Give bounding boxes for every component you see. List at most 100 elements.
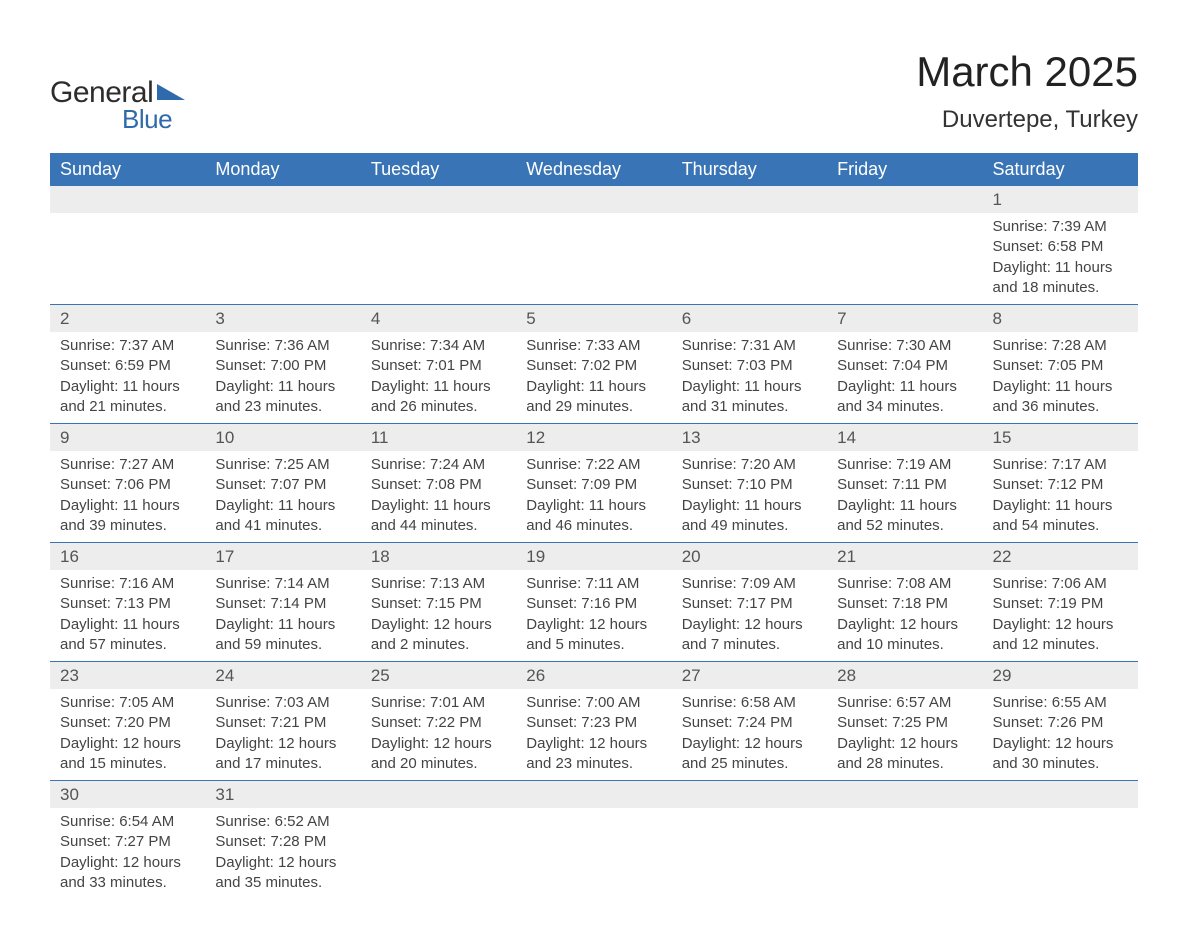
day-detail-cell: Sunrise: 7:31 AMSunset: 7:03 PMDaylight:… [672, 332, 827, 424]
week-daynum-row: 1 [50, 186, 1138, 213]
sunrise-text: Sunrise: 7:19 AM [837, 455, 972, 475]
sunrise-text: Sunrise: 7:14 AM [215, 574, 350, 594]
day-number-cell: 28 [827, 662, 982, 690]
day-number-cell: 11 [361, 424, 516, 452]
day-detail-cell: Sunrise: 7:37 AMSunset: 6:59 PMDaylight:… [50, 332, 205, 424]
week-detail-row: Sunrise: 7:16 AMSunset: 7:13 PMDaylight:… [50, 570, 1138, 662]
dl1-text: Daylight: 12 hours [60, 853, 195, 873]
sunrise-text: Sunrise: 7:37 AM [60, 336, 195, 356]
dl1-text: Daylight: 11 hours [215, 615, 350, 635]
sunrise-text: Sunrise: 7:05 AM [60, 693, 195, 713]
sunrise-text: Sunrise: 7:03 AM [215, 693, 350, 713]
sunrise-text: Sunrise: 7:27 AM [60, 455, 195, 475]
col-monday: Monday [205, 153, 360, 186]
dl2-text: and 30 minutes. [993, 754, 1128, 774]
day-number-cell: 21 [827, 543, 982, 571]
col-friday: Friday [827, 153, 982, 186]
day-number-cell [516, 186, 671, 213]
calendar-table: Sunday Monday Tuesday Wednesday Thursday… [50, 153, 1138, 899]
day-detail-cell: Sunrise: 7:33 AMSunset: 7:02 PMDaylight:… [516, 332, 671, 424]
dl2-text: and 17 minutes. [215, 754, 350, 774]
day-detail-cell: Sunrise: 7:25 AMSunset: 7:07 PMDaylight:… [205, 451, 360, 543]
sunrise-text: Sunrise: 7:01 AM [371, 693, 506, 713]
day-number-cell [672, 186, 827, 213]
dl1-text: Daylight: 12 hours [371, 734, 506, 754]
dl1-text: Daylight: 11 hours [215, 377, 350, 397]
dl1-text: Daylight: 12 hours [526, 734, 661, 754]
dl1-text: Daylight: 11 hours [682, 377, 817, 397]
dl1-text: Daylight: 11 hours [371, 496, 506, 516]
sunrise-text: Sunrise: 7:16 AM [60, 574, 195, 594]
sunset-text: Sunset: 7:23 PM [526, 713, 661, 733]
sunset-text: Sunset: 7:24 PM [682, 713, 817, 733]
sunset-text: Sunset: 7:22 PM [371, 713, 506, 733]
dl1-text: Daylight: 11 hours [60, 615, 195, 635]
dl2-text: and 36 minutes. [993, 397, 1128, 417]
day-detail-cell: Sunrise: 7:22 AMSunset: 7:09 PMDaylight:… [516, 451, 671, 543]
dl1-text: Daylight: 12 hours [371, 615, 506, 635]
day-number-cell [983, 781, 1138, 809]
sunset-text: Sunset: 7:06 PM [60, 475, 195, 495]
sunrise-text: Sunrise: 7:31 AM [682, 336, 817, 356]
day-detail-cell: Sunrise: 7:36 AMSunset: 7:00 PMDaylight:… [205, 332, 360, 424]
sunrise-text: Sunrise: 7:00 AM [526, 693, 661, 713]
title-block: March 2025 Duvertepe, Turkey [916, 48, 1138, 134]
sunrise-text: Sunrise: 7:11 AM [526, 574, 661, 594]
day-number-cell: 9 [50, 424, 205, 452]
dl2-text: and 28 minutes. [837, 754, 972, 774]
sunrise-text: Sunrise: 7:36 AM [215, 336, 350, 356]
dl2-text: and 44 minutes. [371, 516, 506, 536]
dl1-text: Daylight: 12 hours [837, 734, 972, 754]
sunset-text: Sunset: 7:11 PM [837, 475, 972, 495]
day-detail-cell: Sunrise: 7:20 AMSunset: 7:10 PMDaylight:… [672, 451, 827, 543]
dl1-text: Daylight: 11 hours [371, 377, 506, 397]
sunrise-text: Sunrise: 6:58 AM [682, 693, 817, 713]
sunrise-text: Sunrise: 7:30 AM [837, 336, 972, 356]
sunset-text: Sunset: 7:10 PM [682, 475, 817, 495]
day-number-cell: 18 [361, 543, 516, 571]
sunset-text: Sunset: 7:26 PM [993, 713, 1128, 733]
sunrise-text: Sunrise: 6:52 AM [215, 812, 350, 832]
day-detail-cell [516, 213, 671, 305]
day-detail-cell: Sunrise: 7:01 AMSunset: 7:22 PMDaylight:… [361, 689, 516, 781]
day-number-cell: 5 [516, 305, 671, 333]
sunrise-text: Sunrise: 6:55 AM [993, 693, 1128, 713]
day-number-cell: 26 [516, 662, 671, 690]
sunset-text: Sunset: 7:13 PM [60, 594, 195, 614]
sunrise-text: Sunrise: 7:25 AM [215, 455, 350, 475]
day-number-cell: 22 [983, 543, 1138, 571]
sunrise-text: Sunrise: 7:22 AM [526, 455, 661, 475]
dl2-text: and 26 minutes. [371, 397, 506, 417]
day-detail-cell: Sunrise: 7:08 AMSunset: 7:18 PMDaylight:… [827, 570, 982, 662]
week-daynum-row: 9101112131415 [50, 424, 1138, 452]
dl2-text: and 5 minutes. [526, 635, 661, 655]
day-number-cell [672, 781, 827, 809]
day-header-row: Sunday Monday Tuesday Wednesday Thursday… [50, 153, 1138, 186]
dl2-text: and 59 minutes. [215, 635, 350, 655]
day-detail-cell: Sunrise: 7:17 AMSunset: 7:12 PMDaylight:… [983, 451, 1138, 543]
day-number-cell: 2 [50, 305, 205, 333]
day-number-cell [827, 781, 982, 809]
day-number-cell: 8 [983, 305, 1138, 333]
week-detail-row: Sunrise: 7:37 AMSunset: 6:59 PMDaylight:… [50, 332, 1138, 424]
day-number-cell: 27 [672, 662, 827, 690]
dl1-text: Daylight: 11 hours [526, 377, 661, 397]
day-number-cell: 13 [672, 424, 827, 452]
day-detail-cell [361, 213, 516, 305]
dl2-text: and 2 minutes. [371, 635, 506, 655]
dl2-text: and 12 minutes. [993, 635, 1128, 655]
col-tuesday: Tuesday [361, 153, 516, 186]
day-detail-cell: Sunrise: 7:14 AMSunset: 7:14 PMDaylight:… [205, 570, 360, 662]
sunset-text: Sunset: 7:12 PM [993, 475, 1128, 495]
dl2-text: and 33 minutes. [60, 873, 195, 893]
dl1-text: Daylight: 12 hours [682, 615, 817, 635]
day-detail-cell: Sunrise: 7:34 AMSunset: 7:01 PMDaylight:… [361, 332, 516, 424]
dl1-text: Daylight: 12 hours [993, 734, 1128, 754]
sunset-text: Sunset: 7:28 PM [215, 832, 350, 852]
day-number-cell: 30 [50, 781, 205, 809]
sunset-text: Sunset: 7:05 PM [993, 356, 1128, 376]
sunset-text: Sunset: 7:20 PM [60, 713, 195, 733]
dl2-text: and 54 minutes. [993, 516, 1128, 536]
dl1-text: Daylight: 11 hours [993, 496, 1128, 516]
day-detail-cell [516, 808, 671, 899]
